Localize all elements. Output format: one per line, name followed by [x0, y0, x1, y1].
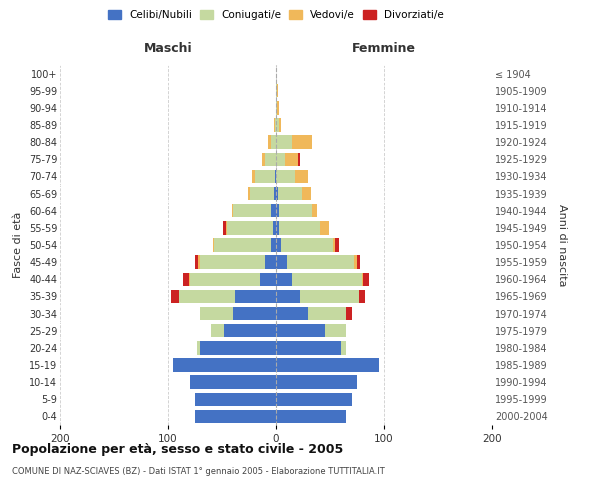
Bar — [295, 170, 308, 183]
Bar — [276, 341, 341, 354]
Bar — [211, 324, 224, 338]
Y-axis label: Anni di nascita: Anni di nascita — [557, 204, 567, 286]
Bar — [276, 152, 284, 166]
Bar — [226, 221, 227, 234]
Bar — [200, 341, 276, 354]
Bar — [281, 238, 333, 252]
Bar — [335, 238, 338, 252]
Bar — [279, 221, 320, 234]
Bar — [224, 324, 276, 338]
Bar — [276, 238, 281, 252]
Bar — [271, 238, 276, 252]
Bar — [197, 341, 200, 354]
Bar — [284, 152, 298, 166]
Bar — [333, 238, 335, 252]
Bar — [265, 152, 276, 166]
Bar — [279, 118, 281, 132]
Bar — [276, 187, 278, 200]
Bar — [256, 170, 275, 183]
Bar — [276, 136, 292, 149]
Bar — [233, 204, 271, 218]
Bar — [277, 101, 279, 114]
Bar — [171, 290, 179, 303]
Bar — [276, 410, 346, 423]
Bar — [179, 290, 235, 303]
Bar — [292, 272, 362, 286]
Bar — [359, 290, 365, 303]
Bar — [354, 256, 357, 269]
Bar — [268, 136, 271, 149]
Bar — [250, 187, 274, 200]
Bar — [278, 187, 302, 200]
Bar — [248, 187, 250, 200]
Bar — [277, 84, 278, 98]
Bar — [276, 170, 295, 183]
Bar — [198, 256, 200, 269]
Bar — [346, 307, 352, 320]
Bar — [195, 392, 276, 406]
Bar — [265, 256, 276, 269]
Bar — [276, 376, 357, 389]
Bar — [276, 118, 279, 132]
Bar — [275, 118, 276, 132]
Text: Maschi: Maschi — [143, 42, 193, 54]
Bar — [276, 392, 352, 406]
Bar — [232, 204, 233, 218]
Y-axis label: Fasce di età: Fasce di età — [13, 212, 23, 278]
Bar — [357, 256, 360, 269]
Bar — [214, 238, 271, 252]
Bar — [195, 256, 198, 269]
Bar — [276, 101, 277, 114]
Bar — [276, 290, 300, 303]
Bar — [300, 290, 359, 303]
Bar — [279, 204, 311, 218]
Bar — [364, 272, 369, 286]
Bar — [274, 118, 275, 132]
Bar — [276, 324, 325, 338]
Bar — [362, 272, 364, 286]
Bar — [183, 272, 188, 286]
Bar — [273, 221, 276, 234]
Bar — [276, 84, 277, 98]
Bar — [276, 272, 292, 286]
Bar — [287, 256, 354, 269]
Bar — [233, 307, 276, 320]
Bar — [276, 358, 379, 372]
Bar — [173, 358, 276, 372]
Bar — [195, 410, 276, 423]
Bar — [271, 136, 276, 149]
Bar — [276, 221, 279, 234]
Bar — [274, 187, 276, 200]
Bar — [308, 307, 346, 320]
Legend: Celibi/Nubili, Coniugati/e, Vedovi/e, Divorziati/e: Celibi/Nubili, Coniugati/e, Vedovi/e, Di… — [106, 8, 446, 22]
Bar — [325, 324, 346, 338]
Bar — [223, 221, 226, 234]
Bar — [200, 307, 233, 320]
Bar — [311, 204, 317, 218]
Bar — [275, 170, 276, 183]
Bar — [190, 376, 276, 389]
Bar — [252, 170, 256, 183]
Bar — [260, 272, 276, 286]
Bar — [302, 187, 311, 200]
Text: COMUNE DI NAZ-SCIAVES (BZ) - Dati ISTAT 1° gennaio 2005 - Elaborazione TUTTITALI: COMUNE DI NAZ-SCIAVES (BZ) - Dati ISTAT … — [12, 468, 385, 476]
Bar — [235, 290, 276, 303]
Bar — [190, 272, 260, 286]
Bar — [227, 221, 273, 234]
Bar — [298, 152, 300, 166]
Bar — [276, 256, 287, 269]
Bar — [320, 221, 329, 234]
Bar — [292, 136, 311, 149]
Bar — [276, 307, 308, 320]
Bar — [341, 341, 346, 354]
Text: Popolazione per età, sesso e stato civile - 2005: Popolazione per età, sesso e stato civil… — [12, 442, 343, 456]
Text: Femmine: Femmine — [352, 42, 416, 54]
Bar — [276, 204, 279, 218]
Bar — [271, 204, 276, 218]
Bar — [262, 152, 265, 166]
Bar — [188, 272, 190, 286]
Bar — [200, 256, 265, 269]
